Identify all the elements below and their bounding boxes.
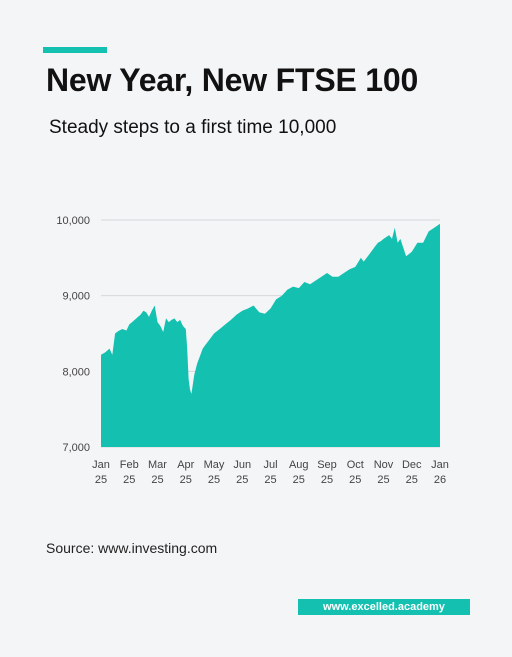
plot-area <box>101 223 440 447</box>
x-tick-year: 25 <box>377 474 389 486</box>
x-tick-month: Feb <box>120 459 139 471</box>
source-note: Source: www.investing.com <box>46 540 218 556</box>
page-title: New Year, New FTSE 100 <box>46 62 419 98</box>
x-tick-year: 25 <box>321 474 333 486</box>
x-tick-year: 25 <box>180 474 192 486</box>
x-tick-year: 26 <box>434 474 446 486</box>
x-axis-labels: Jan 25 Feb 25 Mar 25 Apr 25 May 25 Jun 25 Jul 25 Aug 25… <box>92 459 449 486</box>
x-tick-year: 25 <box>123 474 135 486</box>
x-tick-month: Sep <box>317 459 337 471</box>
x-tick-month: Jan <box>431 459 449 471</box>
x-tick-month: May <box>204 459 225 471</box>
website-badge[interactable]: www.excelled.academy <box>298 599 470 615</box>
y-tick-label: 8,000 <box>62 366 90 378</box>
x-tick-month: Nov <box>374 459 394 471</box>
y-tick-label: 7,000 <box>62 442 90 454</box>
x-tick-year: 25 <box>236 474 248 486</box>
x-tick-month: Oct <box>347 459 364 471</box>
x-tick-year: 25 <box>264 474 276 486</box>
x-tick-year: 25 <box>208 474 220 486</box>
x-tick-month: Dec <box>402 459 422 471</box>
x-tick-month: Jan <box>92 459 110 471</box>
x-tick-month: Jun <box>233 459 251 471</box>
x-tick-month: Mar <box>148 459 167 471</box>
x-tick-year: 25 <box>293 474 305 486</box>
x-tick-year: 25 <box>406 474 418 486</box>
accent-bar <box>43 47 107 53</box>
x-tick-year: 25 <box>349 474 361 486</box>
y-tick-label: 10,000 <box>56 215 90 227</box>
x-tick-month: Aug <box>289 459 309 471</box>
y-tick-label: 9,000 <box>62 291 90 303</box>
ftse-area-chart: 7,000 8,000 9,000 10,000 Jan 25 Feb 25 Mar 25 Apr… <box>56 215 449 486</box>
page-subtitle: Steady steps to a first time 10,000 <box>49 117 337 138</box>
x-tick-month: Apr <box>177 459 194 471</box>
ftse-area <box>101 223 440 447</box>
y-axis-labels: 7,000 8,000 9,000 10,000 <box>56 215 90 454</box>
x-tick-year: 25 <box>151 474 163 486</box>
x-tick-month: Jul <box>263 459 277 471</box>
x-tick-year: 25 <box>95 474 107 486</box>
